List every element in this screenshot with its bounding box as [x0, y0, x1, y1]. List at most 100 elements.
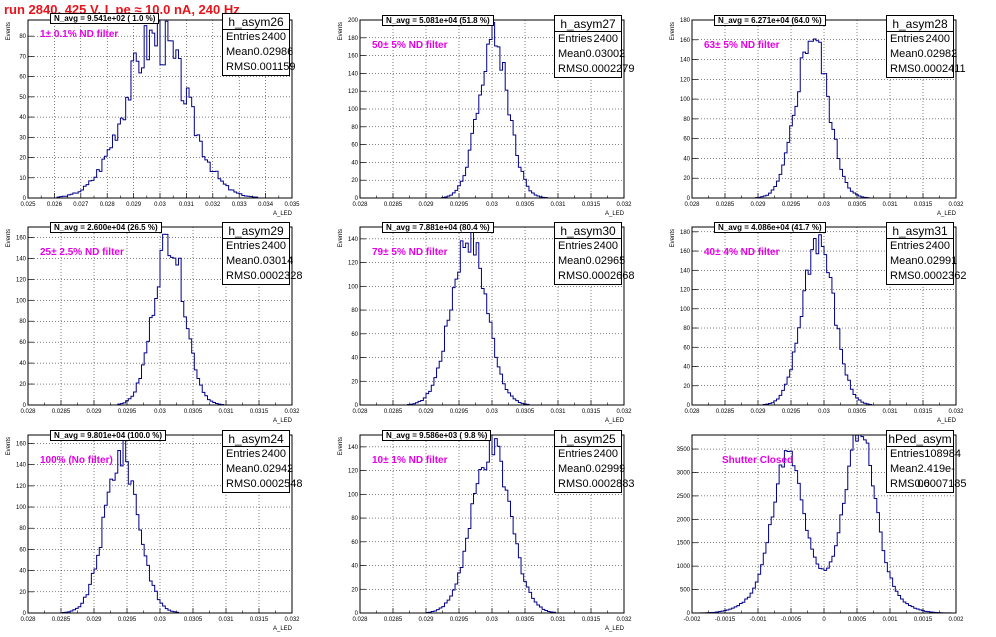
- y-tick-label: 1500: [677, 541, 691, 547]
- x-tick-label: 0.03: [154, 202, 166, 208]
- stats-value: 0.02942: [253, 463, 294, 475]
- histogram-name: h_asym24: [223, 431, 289, 447]
- histogram-name: h_asym30: [555, 223, 621, 239]
- x-tick-label: 0.032: [948, 409, 964, 415]
- stats-row-rms: RMS 0.001159: [223, 60, 296, 75]
- stats-box: h_asym30 Entries 2400 Mean 0.02965 RMS 0.00026…: [554, 222, 634, 285]
- histogram-pad-h_asym24: 0.028 0.0285 0.029 0.0295 0.03 0.0305 0.031 0.0…: [0, 430, 332, 637]
- histogram-plot-h_asym24: 0.028 0.0285 0.029 0.0295 0.03 0.0305 0.031 0.0…: [6, 434, 300, 632]
- x-tick-label: 0.029: [86, 409, 102, 415]
- navg-label: N_avg = 9.801e+04 (100.0 %): [50, 430, 167, 441]
- y-tick-label: 0: [687, 403, 691, 409]
- y-tick-label: 100: [348, 284, 359, 290]
- stats-row-entries: Entries 2400: [555, 447, 621, 462]
- y-tick-label: 100: [680, 97, 691, 103]
- axis-ticks: 0.028 0.0285 0.029 0.0295 0.03 0.0305 0.031 0.0…: [348, 237, 632, 415]
- y-tick-label: 60: [683, 345, 690, 351]
- x-tick-label: 0.03: [154, 617, 166, 623]
- stats-label: Entries: [226, 448, 261, 460]
- y-tick-label: 2000: [677, 517, 691, 523]
- x-tick-label: 0.028: [684, 202, 700, 208]
- stats-value: 108984: [924, 448, 961, 460]
- histogram-series: [691, 434, 957, 614]
- stats-box: h_asym28 Entries 2400 Mean 0.02982 RMS 0.00024…: [886, 15, 966, 78]
- x-tick-label: 0.0315: [250, 409, 269, 415]
- y-tick-label: 70: [19, 54, 26, 60]
- filter-label: 1± 0.1% ND filter: [40, 29, 119, 40]
- histogram-name: hPed_asym: [887, 432, 953, 447]
- x-tick-label: 0.0295: [450, 202, 469, 208]
- stats-label: Mean: [558, 48, 586, 60]
- x-tick-label: 0.03: [486, 202, 498, 208]
- y-tick-label: 20: [351, 587, 358, 593]
- x-tick-label: 0.029: [418, 617, 434, 623]
- axis-ticks: -0.002 -0.0015 -0.001 -0.0005 0 0.0005 0.001 0.…: [677, 447, 965, 623]
- stats-value: 2400: [593, 240, 618, 252]
- histogram-grid: 0.025 0.026 0.027 0.028 0.029 0.03 0.031 0.032 0…: [0, 13, 996, 632]
- filter-label: 63± 5% ND filter: [704, 40, 780, 51]
- stats-value: 0.02991: [917, 255, 958, 267]
- x-tick-label: -0.001: [749, 617, 767, 623]
- stats-row-mean: Mean 0.02999: [555, 462, 625, 477]
- x-tick-label: 0.029: [126, 202, 142, 208]
- y-axis-label: Events: [338, 437, 344, 455]
- x-tick-label: 0.0295: [782, 202, 801, 208]
- stats-label: Mean: [226, 46, 254, 58]
- stats-row-rms: RMS 0.0002328: [223, 269, 302, 284]
- stats-value: 2.419e-06: [917, 463, 955, 490]
- y-tick-label: 120: [348, 89, 359, 95]
- x-tick-label: 0.028: [20, 409, 36, 415]
- stats-label: Mean: [890, 463, 918, 475]
- stats-value: 0.0002279: [582, 63, 635, 75]
- histogram-pad-h_asym26: 0.025 0.026 0.027 0.028 0.029 0.03 0.031 0.032 0…: [0, 13, 332, 222]
- stats-value: 0.0002411: [914, 63, 966, 75]
- axis-ticks: 0.028 0.0285 0.029 0.0295 0.03 0.0305 0.031 0.0…: [680, 18, 964, 208]
- stats-label: RMS: [558, 270, 583, 282]
- stats-row-entries: Entries 2400: [887, 239, 953, 254]
- y-tick-label: 30: [19, 135, 26, 141]
- y-tick-label: 100: [680, 307, 691, 313]
- x-tick-label: 0.0005: [848, 617, 867, 623]
- y-tick-label: 80: [19, 319, 26, 325]
- x-tick-label: 0.0295: [118, 409, 137, 415]
- stats-row-mean: Mean 0.03014: [223, 254, 293, 269]
- x-axis-label: A_LED: [273, 418, 293, 424]
- y-tick-label: 120: [348, 469, 359, 475]
- stats-value: 2400: [593, 33, 618, 45]
- stats-box: h_asym29 Entries 2400 Mean 0.03014 RMS 0.00023…: [222, 222, 302, 285]
- x-tick-label: 0.033: [232, 202, 248, 208]
- x-tick-label: 0.029: [750, 202, 766, 208]
- stats-row-entries: Entries 2400: [887, 32, 953, 47]
- y-tick-label: 100: [348, 107, 359, 113]
- x-tick-label: 0.032: [205, 202, 221, 208]
- y-tick-label: 20: [683, 384, 690, 390]
- histogram-pad-h_asym31: 0.028 0.0285 0.029 0.0295 0.03 0.0305 0.031 0.0…: [664, 222, 996, 429]
- stats-row-entries: Entries 108984: [887, 447, 961, 462]
- y-tick-label: 200: [348, 18, 359, 24]
- x-tick-label: 0.029: [86, 617, 102, 623]
- stats-value: 2400: [925, 33, 950, 45]
- x-tick-label: 0.029: [418, 202, 434, 208]
- stats-label: Mean: [226, 255, 254, 267]
- y-tick-label: 140: [348, 71, 359, 77]
- y-tick-label: 40: [19, 361, 26, 367]
- y-tick-label: 0: [355, 403, 359, 409]
- axis-ticks: 0.028 0.0285 0.029 0.0295 0.03 0.0305 0.031 0.0…: [348, 445, 632, 623]
- stats-label: RMS: [558, 63, 583, 75]
- stats-row-mean: Mean 2.419e-06: [887, 462, 955, 490]
- x-tick-label: 0.035: [284, 202, 300, 208]
- y-tick-label: 180: [680, 18, 691, 24]
- stats-row-mean: Mean 0.02982: [887, 47, 957, 62]
- y-tick-label: 60: [351, 143, 358, 149]
- y-tick-label: 2500: [677, 494, 691, 500]
- x-tick-label: 0.028: [20, 617, 36, 623]
- stats-row-mean: Mean 0.02986: [223, 45, 293, 60]
- stats-value: 0.0002328: [250, 270, 303, 282]
- x-tick-label: 0.03: [486, 409, 498, 415]
- stats-value: 0.0007185: [914, 478, 967, 490]
- y-tick-label: 80: [351, 125, 358, 131]
- x-tick-label: 0.031: [218, 617, 234, 623]
- x-tick-label: 0.0315: [914, 202, 933, 208]
- y-tick-label: 100: [348, 492, 359, 498]
- navg-label: N_avg = 9.541e+02 ( 1.0 %): [50, 13, 160, 24]
